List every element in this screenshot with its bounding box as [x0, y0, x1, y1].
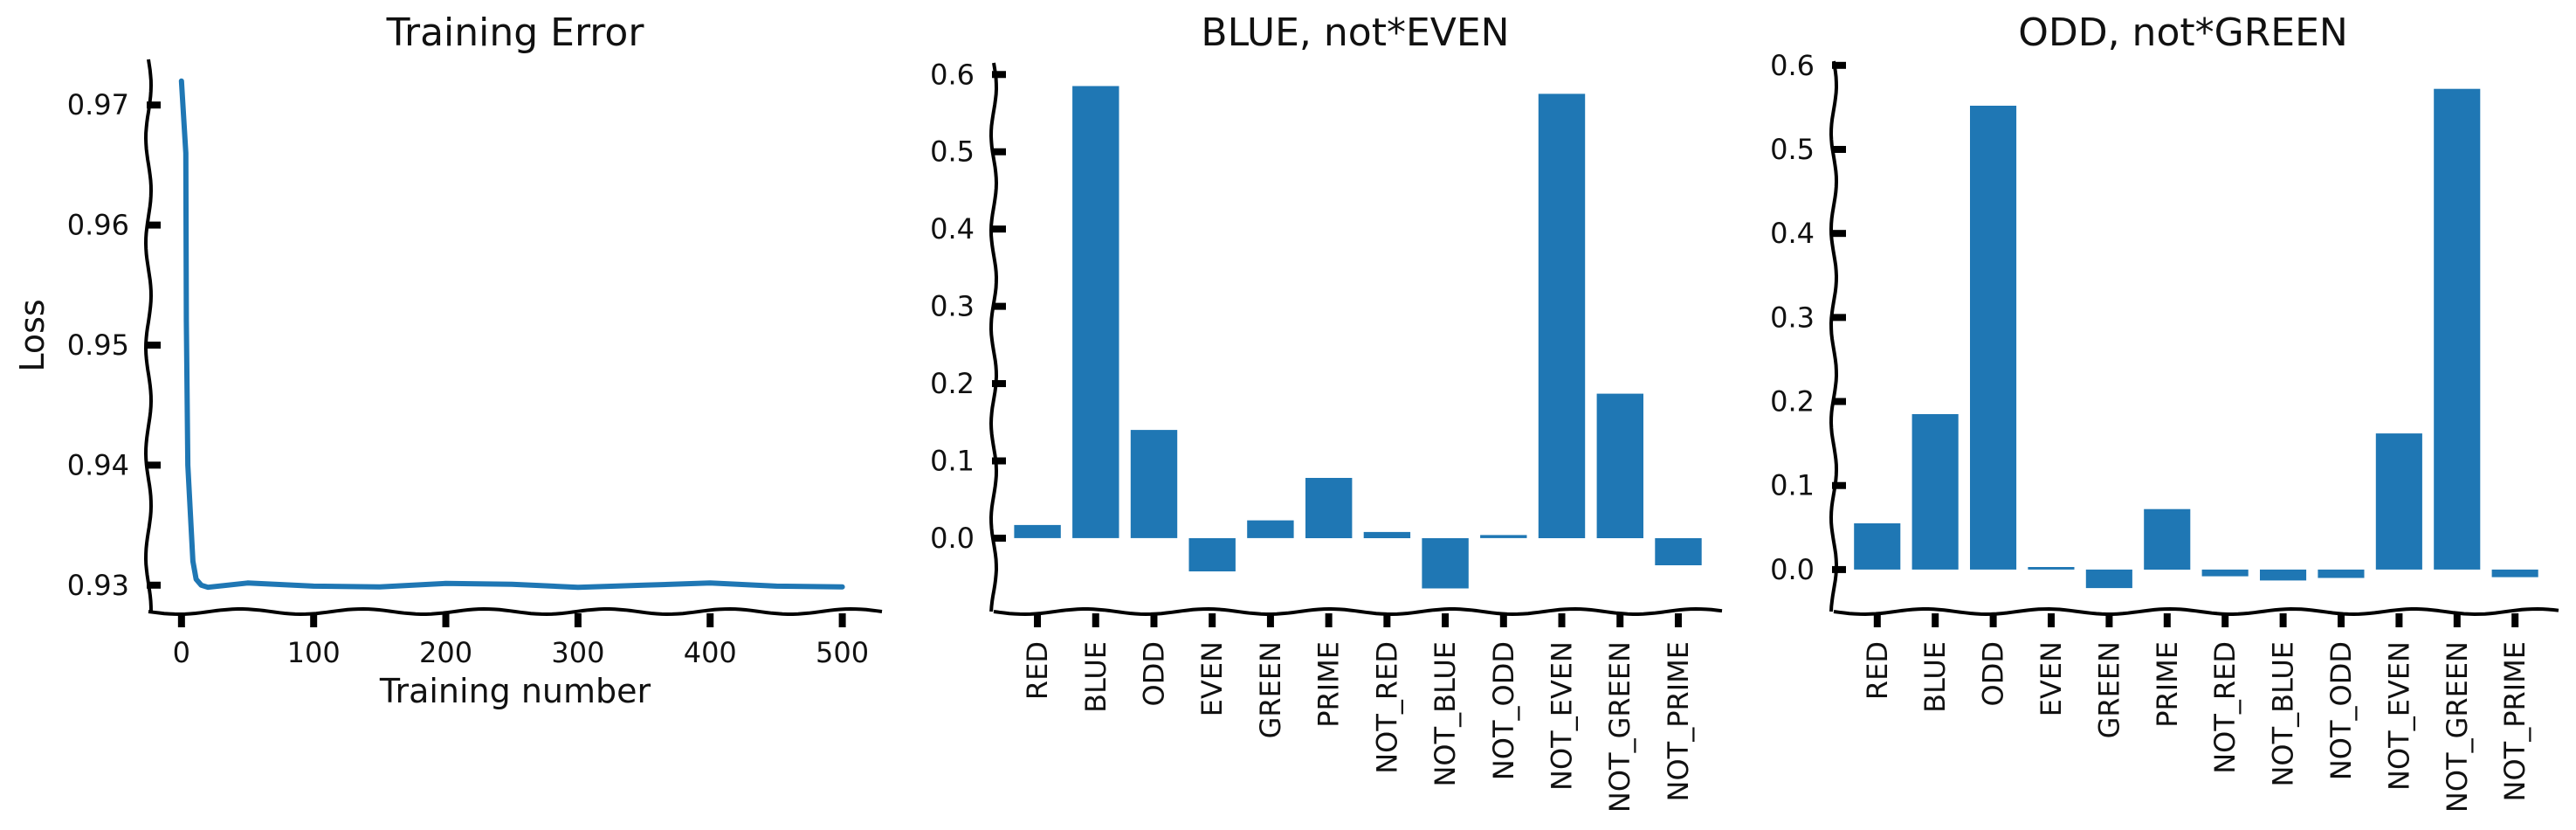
- y-tick-label: 0.6: [930, 58, 975, 91]
- training-error-chart: Training Error Training number Loss 0.93…: [13, 10, 883, 710]
- x-tick-label: 100: [287, 636, 341, 669]
- bar: [1655, 538, 1702, 565]
- x-axis-spine: [993, 606, 1723, 617]
- bar: [2318, 569, 2365, 578]
- x-tick-label: RED: [1861, 641, 1894, 700]
- x-tick-label: EVEN: [2035, 641, 2068, 716]
- bar: [1130, 430, 1178, 538]
- x-tick-label: NOT_BLUE: [1429, 641, 1462, 787]
- y-tick-label: 0.5: [1770, 133, 1815, 166]
- bar: [1480, 535, 1527, 538]
- blue-not-even-chart: BLUE, not*EVEN 0.0 0.1 0.2 0.3 0.4 0.5 0.6 RED B…: [930, 10, 1723, 813]
- y-axis-spine: [1829, 60, 1839, 612]
- y-tick-label: 0.4: [1770, 217, 1815, 250]
- x-tick-label: BLUE: [1079, 641, 1112, 713]
- bar: [2144, 508, 2191, 570]
- x-axis-spine: [1833, 606, 2559, 617]
- x-tick-label: NOT_PRIME: [2498, 641, 2531, 801]
- bar: [1970, 106, 2017, 570]
- x-tick-label: EVEN: [1195, 641, 1229, 716]
- x-tick-label: PRIME: [1312, 641, 1346, 728]
- x-axis-label: Training number: [379, 672, 651, 710]
- chart-title: BLUE, not*EVEN: [1201, 10, 1509, 55]
- bar: [1363, 531, 1411, 538]
- bar: [2434, 88, 2481, 570]
- bar: [2085, 569, 2132, 589]
- x-tick-label: 500: [816, 636, 869, 669]
- bar: [1072, 86, 1119, 538]
- bar: [1538, 93, 1586, 539]
- bar: [1422, 538, 1469, 589]
- x-tick-label: NOT_BLUE: [2267, 641, 2300, 787]
- y-tick-label: 0.96: [67, 209, 129, 242]
- y-tick-label: 0.3: [1770, 301, 1815, 334]
- bar: [2491, 569, 2538, 578]
- bar: [1854, 523, 1901, 570]
- y-tick-label: 0.1: [930, 445, 975, 478]
- x-tick-label: NOT_RED: [2208, 641, 2242, 774]
- x-tick-label: RED: [1021, 641, 1054, 700]
- odd-not-green-chart: ODD, not*GREEN 0.0 0.1 0.2 0.3 0.4 0.5 0.6 RED B…: [1770, 10, 2559, 813]
- x-tick-label: NOT_ODD: [2325, 641, 2358, 780]
- x-tick-label: ODD: [1977, 641, 2010, 706]
- bar: [1911, 414, 1959, 570]
- x-tick-label: NOT_GREEN: [1603, 641, 1636, 813]
- y-tick-label: 0.0: [1770, 553, 1815, 586]
- x-tick-label: 400: [684, 636, 737, 669]
- y-tick-label: 0.6: [1770, 49, 1815, 82]
- y-axis-label: Loss: [13, 299, 52, 371]
- bar: [1596, 393, 1643, 538]
- x-tick-label: BLUE: [1918, 641, 1952, 713]
- y-tick-label: 0.97: [67, 88, 129, 121]
- bar: [1305, 478, 1353, 538]
- bar: [2028, 567, 2075, 570]
- y-tick-label: 0.5: [930, 135, 975, 169]
- chart-title: Training Error: [386, 10, 645, 55]
- y-tick-label: 0.95: [67, 329, 129, 362]
- x-tick-label: NOT_ODD: [1487, 641, 1520, 780]
- y-tick-label: 0.3: [930, 290, 975, 323]
- x-axis-spine: [148, 606, 883, 617]
- x-tick-label: GREEN: [1254, 641, 1287, 738]
- x-tick-label: 0: [173, 636, 190, 669]
- y-tick-label: 0.2: [930, 367, 975, 400]
- y-tick-label: 0.2: [1770, 385, 1815, 418]
- x-tick-label: NOT_GREEN: [2441, 641, 2474, 813]
- y-tick-label: 0.94: [67, 448, 129, 481]
- chart-title: ODD, not*GREEN: [2018, 10, 2348, 55]
- x-tick-label: ODD: [1138, 641, 1171, 706]
- bar: [2260, 569, 2307, 581]
- x-tick-label: NOT_EVEN: [2382, 641, 2415, 791]
- y-tick-label: 0.0: [930, 522, 975, 555]
- x-tick-label: GREEN: [2092, 641, 2125, 738]
- bar: [2375, 433, 2422, 570]
- loss-line: [178, 78, 845, 591]
- x-tick-label: NOT_EVEN: [1546, 641, 1579, 791]
- x-tick-label: NOT_RED: [1370, 641, 1403, 774]
- y-axis-spine: [988, 62, 999, 612]
- y-tick-label: 0.1: [1770, 469, 1815, 502]
- x-tick-label: 300: [551, 636, 604, 669]
- bar: [2201, 569, 2249, 577]
- x-tick-label: PRIME: [2151, 641, 2184, 728]
- bar: [1247, 520, 1294, 538]
- y-tick-label: 0.93: [67, 569, 129, 602]
- bar: [1188, 538, 1236, 571]
- y-tick-label: 0.4: [930, 212, 975, 246]
- x-tick-label: NOT_PRIME: [1662, 641, 1695, 801]
- x-tick-label: 200: [419, 636, 472, 669]
- bar: [1014, 524, 1061, 538]
- y-axis-spine: [143, 59, 154, 612]
